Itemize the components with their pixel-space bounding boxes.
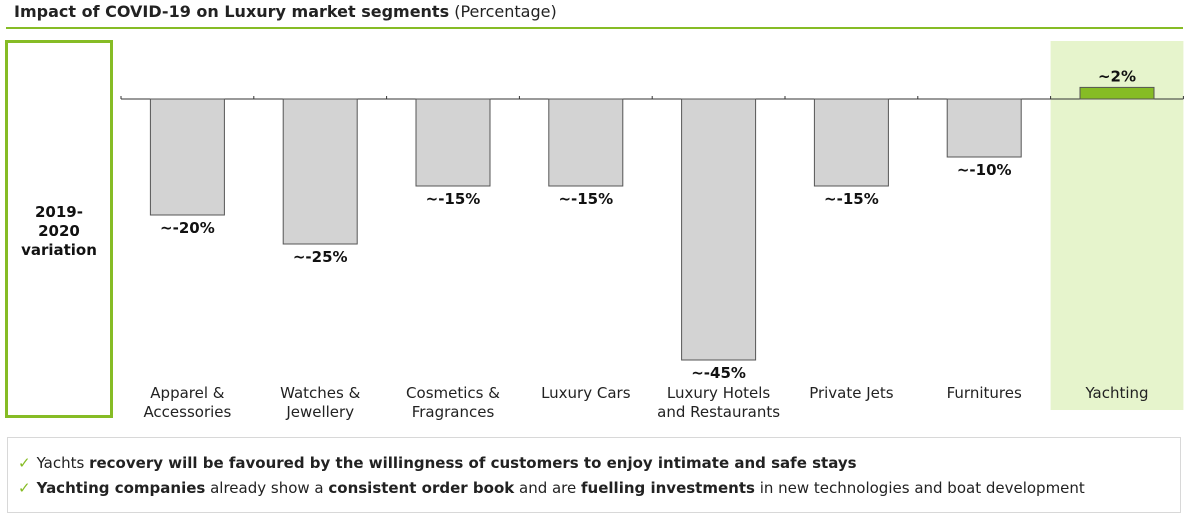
category-label: Luxury Hotels (667, 384, 771, 402)
period-box: 2019- 2020 variation (5, 40, 113, 418)
bar (282, 98, 358, 245)
check-icon: ✓ (18, 454, 31, 472)
bar (946, 98, 1022, 158)
category-label: Watches & (280, 384, 361, 402)
category-label: Apparel & (150, 384, 224, 402)
bar (681, 98, 757, 361)
period-label-line: variation (21, 241, 97, 259)
note-text: Yachting companies (36, 479, 206, 497)
bar-chart: ~-20% Apparel &Accessories ~-25% Watches &J… (120, 41, 1184, 421)
bar (1079, 86, 1155, 100)
bar (149, 98, 225, 216)
data-label: ~-15% (824, 190, 879, 208)
title-divider (6, 27, 1183, 29)
bar (548, 98, 624, 187)
category-label: Private Jets (809, 384, 894, 402)
highlight-band (1050, 41, 1184, 410)
category-label: Jewellery (285, 403, 354, 421)
category-label: Fragrances (412, 403, 495, 421)
note-text: in new technologies and boat development (754, 479, 1085, 497)
data-label: ~-25% (293, 248, 348, 266)
note-text: fuelling investments (581, 479, 755, 497)
category-label: Cosmetics & (406, 384, 500, 402)
data-label: ~-15% (558, 190, 613, 208)
note-text: consistent order book (328, 479, 515, 497)
bar (813, 98, 889, 187)
data-label: ~-15% (426, 190, 481, 208)
period-label-line: 2019- (35, 203, 83, 221)
period-label: 2019- 2020 variation (8, 203, 110, 260)
data-label: ~2% (1098, 67, 1136, 85)
chart-title: Impact of COVID-19 on Luxury market segm… (14, 2, 557, 21)
note-item: ✓ Yachts recovery will be favoured by the… (18, 454, 857, 472)
period-label-line: 2020 (38, 222, 80, 240)
data-label: ~-45% (691, 364, 746, 382)
category-label: Yachting (1084, 384, 1148, 402)
check-icon: ✓ (18, 479, 31, 497)
category-label: Furnitures (947, 384, 1022, 402)
data-label: ~-10% (957, 161, 1012, 179)
category-label: and Restaurants (657, 403, 780, 421)
chart-title-main: Impact of COVID-19 on Luxury market segm… (14, 2, 450, 21)
category-label: Luxury Cars (541, 384, 631, 402)
notes-box: ✓ Yachts recovery will be favoured by the… (7, 437, 1181, 513)
bar (415, 98, 491, 187)
note-text: and are (514, 479, 582, 497)
note-text: already show a (205, 479, 329, 497)
note-text: Yachts (36, 454, 90, 472)
note-item: ✓ Yachting companies already show a consi… (18, 479, 1085, 497)
data-label: ~-20% (160, 219, 215, 237)
chart-title-unit: (Percentage) (454, 2, 557, 21)
category-label: Accessories (143, 403, 231, 421)
note-text: recovery will be favoured by the willing… (89, 454, 857, 472)
